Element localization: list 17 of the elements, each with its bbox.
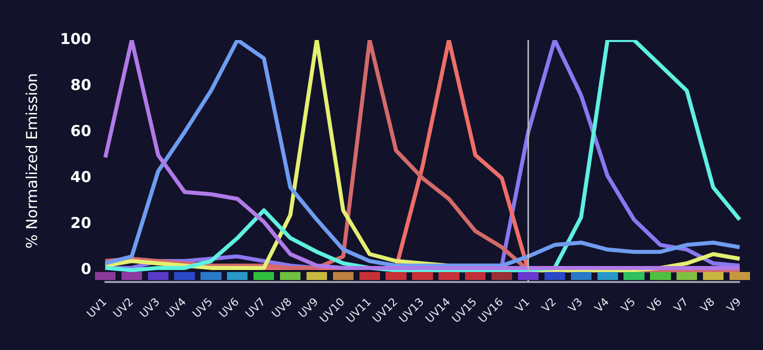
y-tick-label: 40 bbox=[70, 168, 92, 186]
x-tick-label: V4 bbox=[592, 295, 612, 315]
x-tick-label: V8 bbox=[698, 295, 718, 315]
x-tick-label: V6 bbox=[645, 295, 665, 315]
y-tick-label: 100 bbox=[60, 30, 92, 48]
x-tick-label: V1 bbox=[512, 295, 532, 315]
x-tick-label: V5 bbox=[618, 295, 638, 315]
y-tick-label: 60 bbox=[70, 122, 92, 140]
x-tick-label: V3 bbox=[566, 295, 586, 315]
x-tick-label: UV1 bbox=[84, 295, 110, 321]
y-tick-label: 0 bbox=[80, 260, 92, 278]
y-tick-label: 80 bbox=[70, 76, 92, 94]
y-tick-label: 20 bbox=[70, 214, 92, 232]
x-tick-label: V7 bbox=[671, 295, 691, 315]
y-axis-title: % Normalized Emission bbox=[22, 73, 41, 249]
x-tick-label: V2 bbox=[539, 295, 559, 315]
x-tick-label: V9 bbox=[724, 295, 744, 315]
